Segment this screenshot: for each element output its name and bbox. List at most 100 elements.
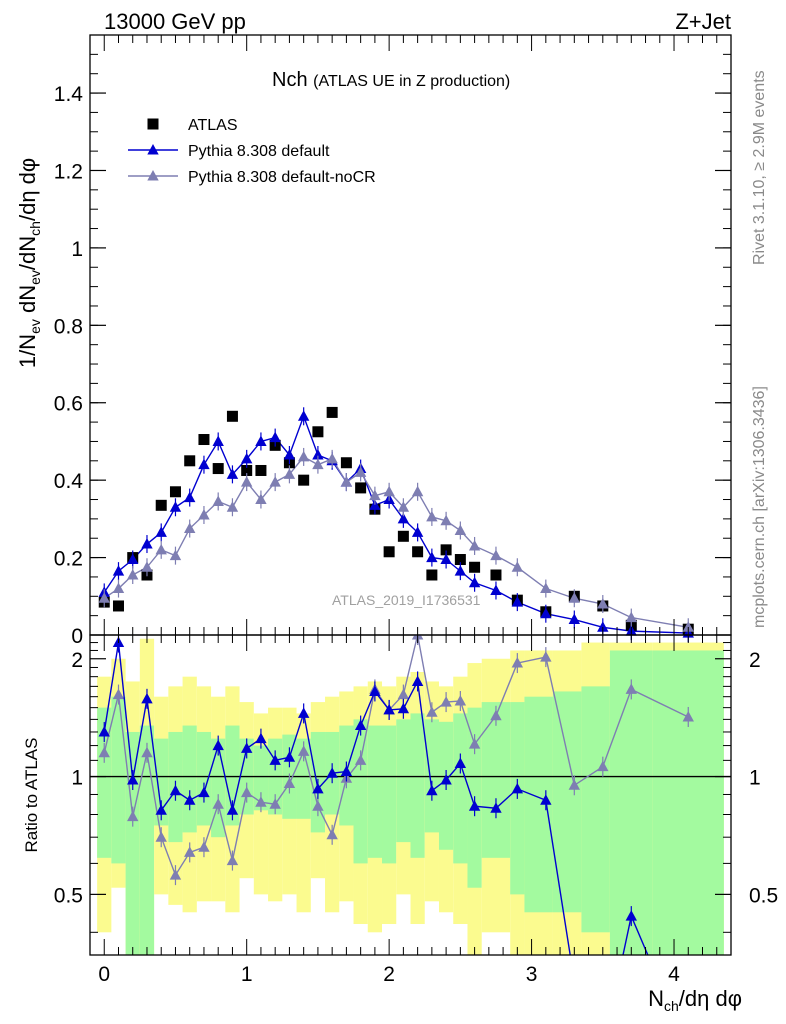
ratio-default-point <box>569 975 580 986</box>
ratio-default-point <box>312 782 324 794</box>
uncertainty-band-inner <box>367 725 383 858</box>
ratio-y-tick-label-right: 0.5 <box>749 884 778 907</box>
ratio-nocr-point <box>682 710 694 722</box>
default-data-point <box>540 607 552 619</box>
atlas-data-point <box>326 406 338 418</box>
ratio-nocr-point <box>283 777 296 789</box>
default-data-point <box>112 565 125 576</box>
analysis-id-label: ATLAS_2019_I1736531 <box>332 592 481 608</box>
uncertainty-band-inner <box>111 696 126 864</box>
default-data-point <box>198 458 210 470</box>
ratio-y-tick-label-right: 2 <box>749 649 761 672</box>
ratio-y-tick-label: 0.5 <box>54 884 83 907</box>
nocr-data-point <box>354 466 367 477</box>
nocr-data-point <box>369 489 381 501</box>
ratio-y-axis-label: Ratio to ATLAS <box>22 738 41 853</box>
default-data-point <box>454 565 467 576</box>
ratio-default-point <box>540 794 552 805</box>
mcplots-label: mcplots.cern.ch [arXiv:1306.3436] <box>751 386 768 628</box>
ratio-default-point <box>198 786 210 798</box>
ratio-default-point <box>226 804 239 815</box>
main-y-tick-label: 0.2 <box>54 548 83 571</box>
main-title: Nch (ATLAS UE in Z production) <box>272 69 510 91</box>
ratio-default-point <box>426 784 438 796</box>
legend-entry-label: Pythia 8.308 default <box>188 143 330 160</box>
legend-entry-label: Pythia 8.308 default-noCR <box>188 169 376 186</box>
atlas-data-point <box>412 546 424 558</box>
rivet-version-label: Rivet 3.1.10, ≥ 2.9M events <box>751 70 768 265</box>
default-data-point <box>141 538 153 549</box>
ratio-default-point <box>511 782 524 794</box>
main-series-line-2 <box>103 456 689 628</box>
uncertainty-band-inner <box>652 650 724 955</box>
ratio-default-point <box>411 675 424 686</box>
nocr-data-point <box>340 476 353 487</box>
nocr-data-point <box>490 549 502 561</box>
legend-triangle-marker <box>147 144 159 155</box>
ratio-default-point <box>212 739 224 751</box>
default-data-point <box>212 435 224 446</box>
ratio-default-point <box>141 692 153 704</box>
uncertainty-band-inner <box>609 650 653 955</box>
nocr-data-point <box>468 539 481 551</box>
nocr-data-point <box>127 569 139 580</box>
atlas-data-point <box>198 434 210 446</box>
atlas-data-point <box>454 554 466 566</box>
default-data-point <box>127 553 139 565</box>
ratio-default-point <box>169 784 182 796</box>
ratio-nocr-point <box>269 798 281 809</box>
ratio-default-point <box>127 773 139 785</box>
default-data-point <box>468 576 481 588</box>
uncertainty-band-inner <box>424 719 439 833</box>
main-plot-area <box>98 406 694 643</box>
atlas-data-point <box>212 463 224 475</box>
ratio-frame <box>89 634 732 956</box>
uncertainty-band-inner <box>453 713 468 864</box>
main-y-tick-label: 0 <box>71 625 83 648</box>
default-data-point <box>426 551 438 563</box>
ratio-series <box>98 635 694 986</box>
ratio-default-point <box>468 800 481 811</box>
ratio-nocr-point <box>169 869 182 880</box>
uncertainty-band-inner <box>139 725 155 955</box>
nocr-data-point <box>169 549 182 561</box>
default-data-point <box>269 431 281 443</box>
ratio-nocr-point <box>127 810 139 822</box>
default-data-point <box>597 621 609 632</box>
default-data-point <box>240 452 253 464</box>
ratio-nocr-point <box>540 651 552 662</box>
x-tick-label: 2 <box>383 963 395 986</box>
default-data-point <box>226 468 239 479</box>
default-data-point <box>490 584 502 595</box>
uncertainty-band-inner <box>353 719 368 864</box>
nocr-data-point <box>511 561 524 572</box>
ratio-default-point <box>155 804 167 815</box>
ratio-nocr-point <box>568 779 581 790</box>
main-y-tick-label: 1.4 <box>54 83 84 106</box>
legend-entry-label: ATLAS <box>188 117 238 134</box>
ratio-default-point <box>326 767 338 778</box>
uncertainty-band-inner <box>97 707 112 858</box>
nocr-data-point <box>440 514 452 526</box>
uncertainty-band-inner <box>125 731 140 955</box>
ratio-nocr-point <box>597 760 609 772</box>
main-y-tick-label: 1.2 <box>54 160 83 183</box>
ratio-nocr-point <box>440 696 452 707</box>
default-data-point <box>297 410 310 421</box>
ratio-nocr-point <box>490 709 502 721</box>
ratio-nocr-point <box>454 694 467 706</box>
ratio-nocr-point <box>212 798 224 809</box>
nocr-data-point <box>625 611 637 623</box>
ratio-nocr-point <box>625 683 637 694</box>
default-data-point <box>255 435 267 446</box>
ratio-y-tick-label: 1 <box>71 767 83 790</box>
nocr-data-point <box>212 495 224 506</box>
x-axis-label: Nch/dη dφ <box>648 986 742 1014</box>
atlas-data-point <box>383 546 395 558</box>
ratio-y-axis: 0.5 0.5 1 1 2 2 <box>54 642 778 933</box>
ratio-series-line-0 <box>103 642 649 955</box>
x-tick-label: 1 <box>241 963 253 986</box>
ratio-nocr-point <box>511 657 524 668</box>
ratio-default-point <box>440 773 452 785</box>
